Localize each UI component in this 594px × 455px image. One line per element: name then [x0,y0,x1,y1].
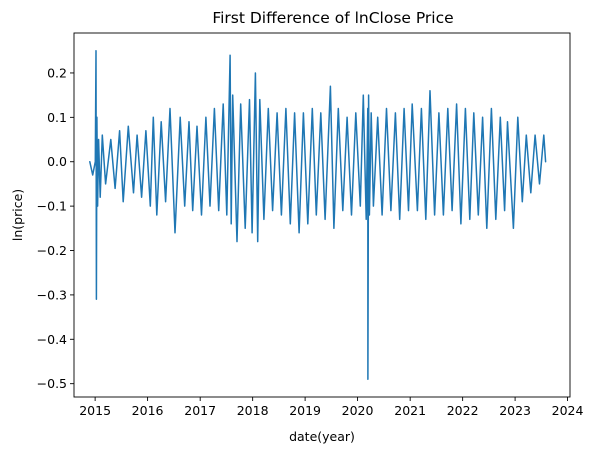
x-tick-label: 2018 [237,403,269,418]
y-tick-label: −0.3 [37,287,67,302]
y-tick-label: 0.1 [47,110,67,125]
x-tick-label: 2020 [342,403,374,418]
x-tick-label: 2024 [552,403,584,418]
x-tick-label: 2023 [499,403,531,418]
y-tick-label: −0.5 [37,376,67,391]
y-tick-label: −0.4 [37,332,67,347]
y-tick-label: −0.2 [37,243,67,258]
y-tick-label: 0.2 [47,65,67,80]
chart-title: First Difference of lnClose Price [212,9,453,27]
x-tick-label: 2019 [289,403,321,418]
y-tick-label: 0.0 [47,154,67,169]
x-axis-label: date(year) [289,429,355,444]
plot-frame [73,32,571,398]
plot-area [73,32,571,398]
series-line-0 [89,50,547,380]
y-axis: 0.2 0.1 0.0 −0.1 −0.2 −0.3 −0.4 −0.5 [37,65,74,391]
x-axis: 2015 2016 2017 2018 2019 2020 2021 2022 2023 2024 [79,397,584,418]
x-tick-label: 2022 [447,403,479,418]
y-tick-label: −0.1 [37,199,67,214]
x-tick-label: 2015 [79,403,111,418]
x-tick-label: 2017 [184,403,216,418]
y-axis-label: ln(price) [10,189,25,241]
series-layer [89,50,547,380]
x-tick-label: 2021 [394,403,426,418]
x-tick-label: 2016 [132,403,164,418]
